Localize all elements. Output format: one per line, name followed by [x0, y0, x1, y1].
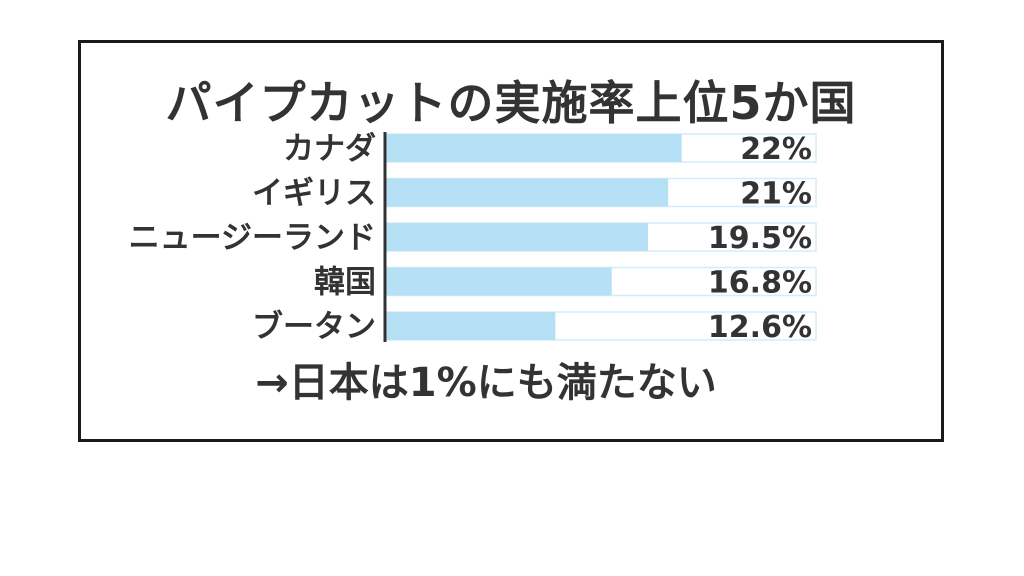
bar — [386, 178, 669, 207]
chart-frame: パイプカットの実施率上位5か国 カナダ 22% イギリス 21% ニュージーランド 19.… — [78, 40, 944, 442]
footer-note: →日本は1%にも満たない — [255, 360, 717, 406]
value-label: 22% — [740, 132, 812, 167]
bar-chart: カナダ 22% イギリス 21% ニュージーランド 19.5% 韓国 16.8% ブータン 12.… — [129, 131, 817, 345]
category-label: 韓国 — [314, 265, 376, 301]
bar — [386, 223, 649, 251]
bar — [386, 267, 612, 296]
bar — [386, 312, 556, 340]
value-label: 19.5% — [708, 221, 812, 256]
chart-title: パイプカットの実施率上位5か国 — [165, 76, 857, 130]
category-label: カナダ — [283, 131, 376, 167]
bars-layer: カナダ 22% イギリス 21% ニュージーランド 19.5% 韓国 16.8% ブータン 12.… — [129, 131, 817, 345]
bar — [386, 134, 682, 162]
value-label: 16.8% — [708, 266, 812, 301]
category-label: ニュージーランド — [129, 220, 376, 256]
category-label: イギリス — [252, 176, 376, 212]
value-label: 21% — [740, 177, 812, 212]
category-label: ブータン — [252, 309, 376, 345]
value-label: 12.6% — [708, 310, 812, 345]
